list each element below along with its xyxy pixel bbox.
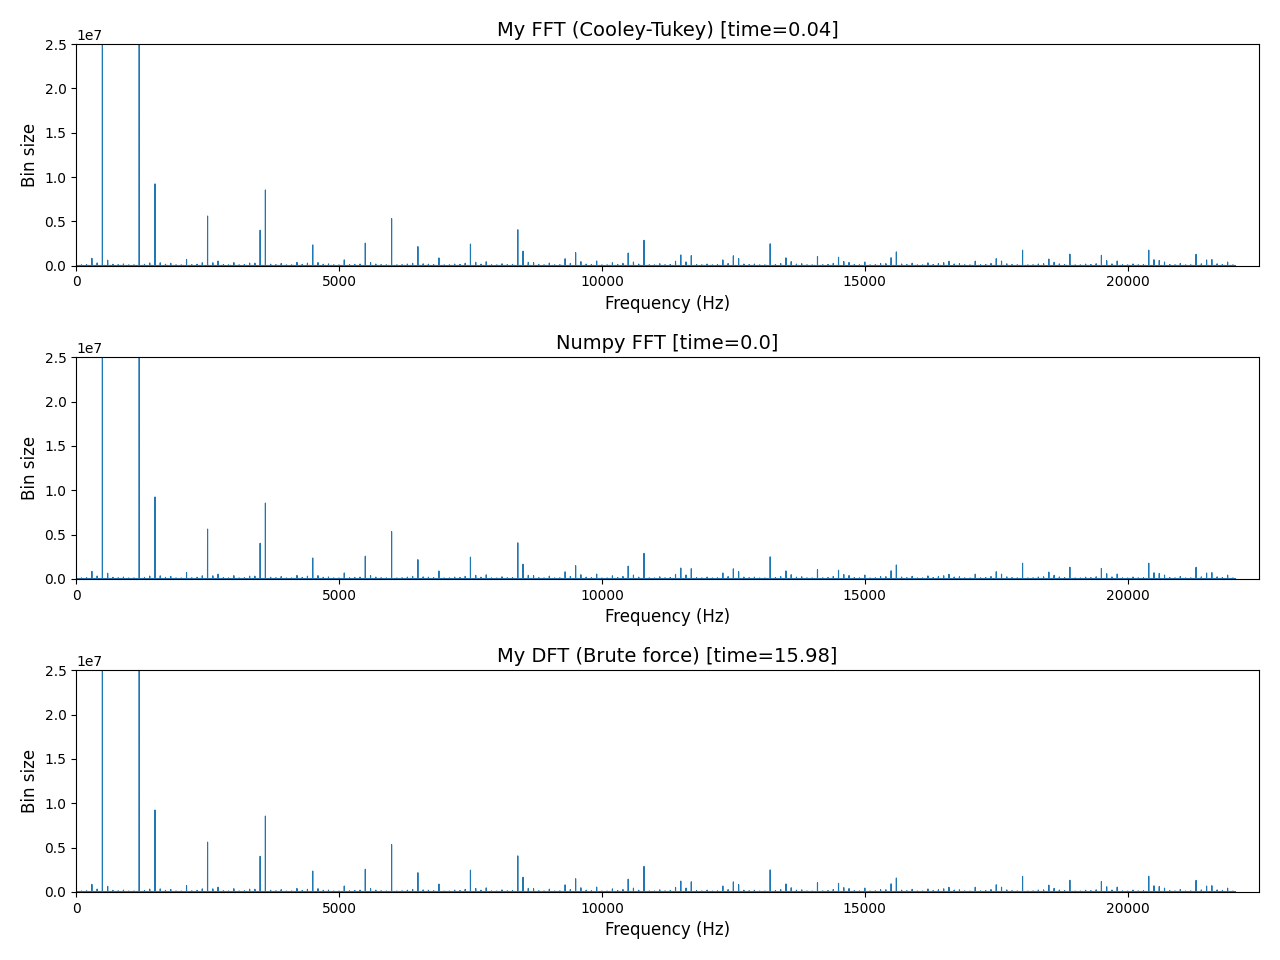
Title: My FFT (Cooley-Tukey) [time=0.04]: My FFT (Cooley-Tukey) [time=0.04] <box>497 21 838 39</box>
Title: Numpy FFT [time=0.0]: Numpy FFT [time=0.0] <box>557 334 778 353</box>
Y-axis label: Bin size: Bin size <box>20 436 38 500</box>
Y-axis label: Bin size: Bin size <box>20 123 38 187</box>
X-axis label: Frequency (Hz): Frequency (Hz) <box>605 608 730 626</box>
X-axis label: Frequency (Hz): Frequency (Hz) <box>605 922 730 939</box>
X-axis label: Frequency (Hz): Frequency (Hz) <box>605 295 730 313</box>
Title: My DFT (Brute force) [time=15.98]: My DFT (Brute force) [time=15.98] <box>498 647 838 666</box>
Y-axis label: Bin size: Bin size <box>20 749 38 813</box>
